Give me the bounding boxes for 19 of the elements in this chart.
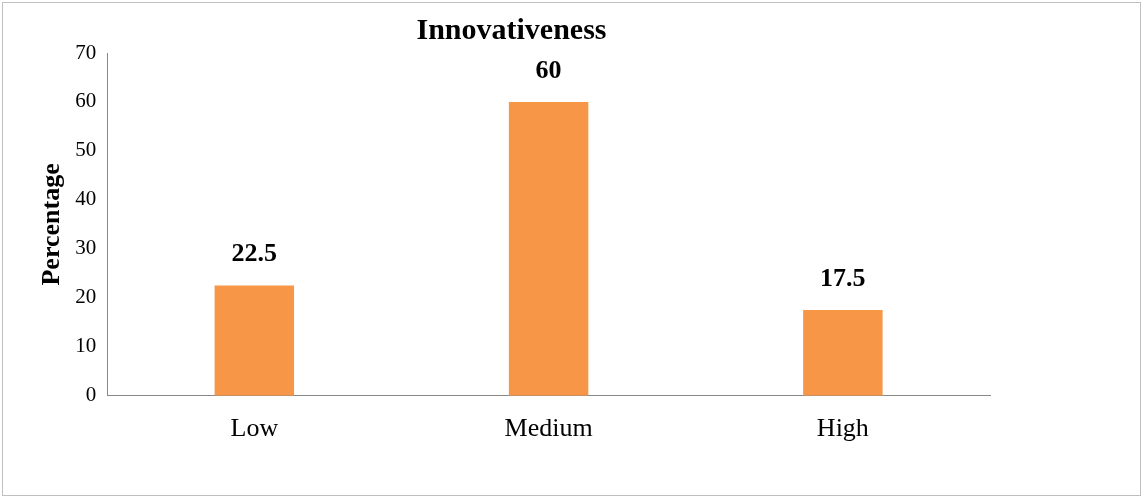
y-tick-label: 70 — [75, 39, 97, 64]
x-tick-label: High — [816, 413, 869, 443]
y-tick-label: 60 — [75, 88, 97, 113]
bar — [508, 101, 589, 396]
bar — [803, 310, 883, 396]
bar — [214, 285, 295, 396]
x-tick-label: Low — [230, 413, 279, 443]
data-label: 60 — [535, 54, 562, 84]
y-tick-label: 40 — [75, 186, 97, 211]
x-tick-label: Medium — [504, 413, 593, 443]
y-tick-label: 50 — [75, 137, 97, 162]
y-tick-label: 20 — [75, 284, 97, 309]
y-tick-label: 10 — [75, 333, 97, 358]
y-tick-label: 30 — [75, 235, 97, 260]
data-label: 22.5 — [231, 238, 278, 268]
data-label: 17.5 — [820, 262, 866, 292]
chart-title: Innovativeness — [416, 11, 607, 45]
y-axis-title: Percentage — [36, 163, 66, 286]
y-tick-label: 0 — [85, 382, 97, 407]
